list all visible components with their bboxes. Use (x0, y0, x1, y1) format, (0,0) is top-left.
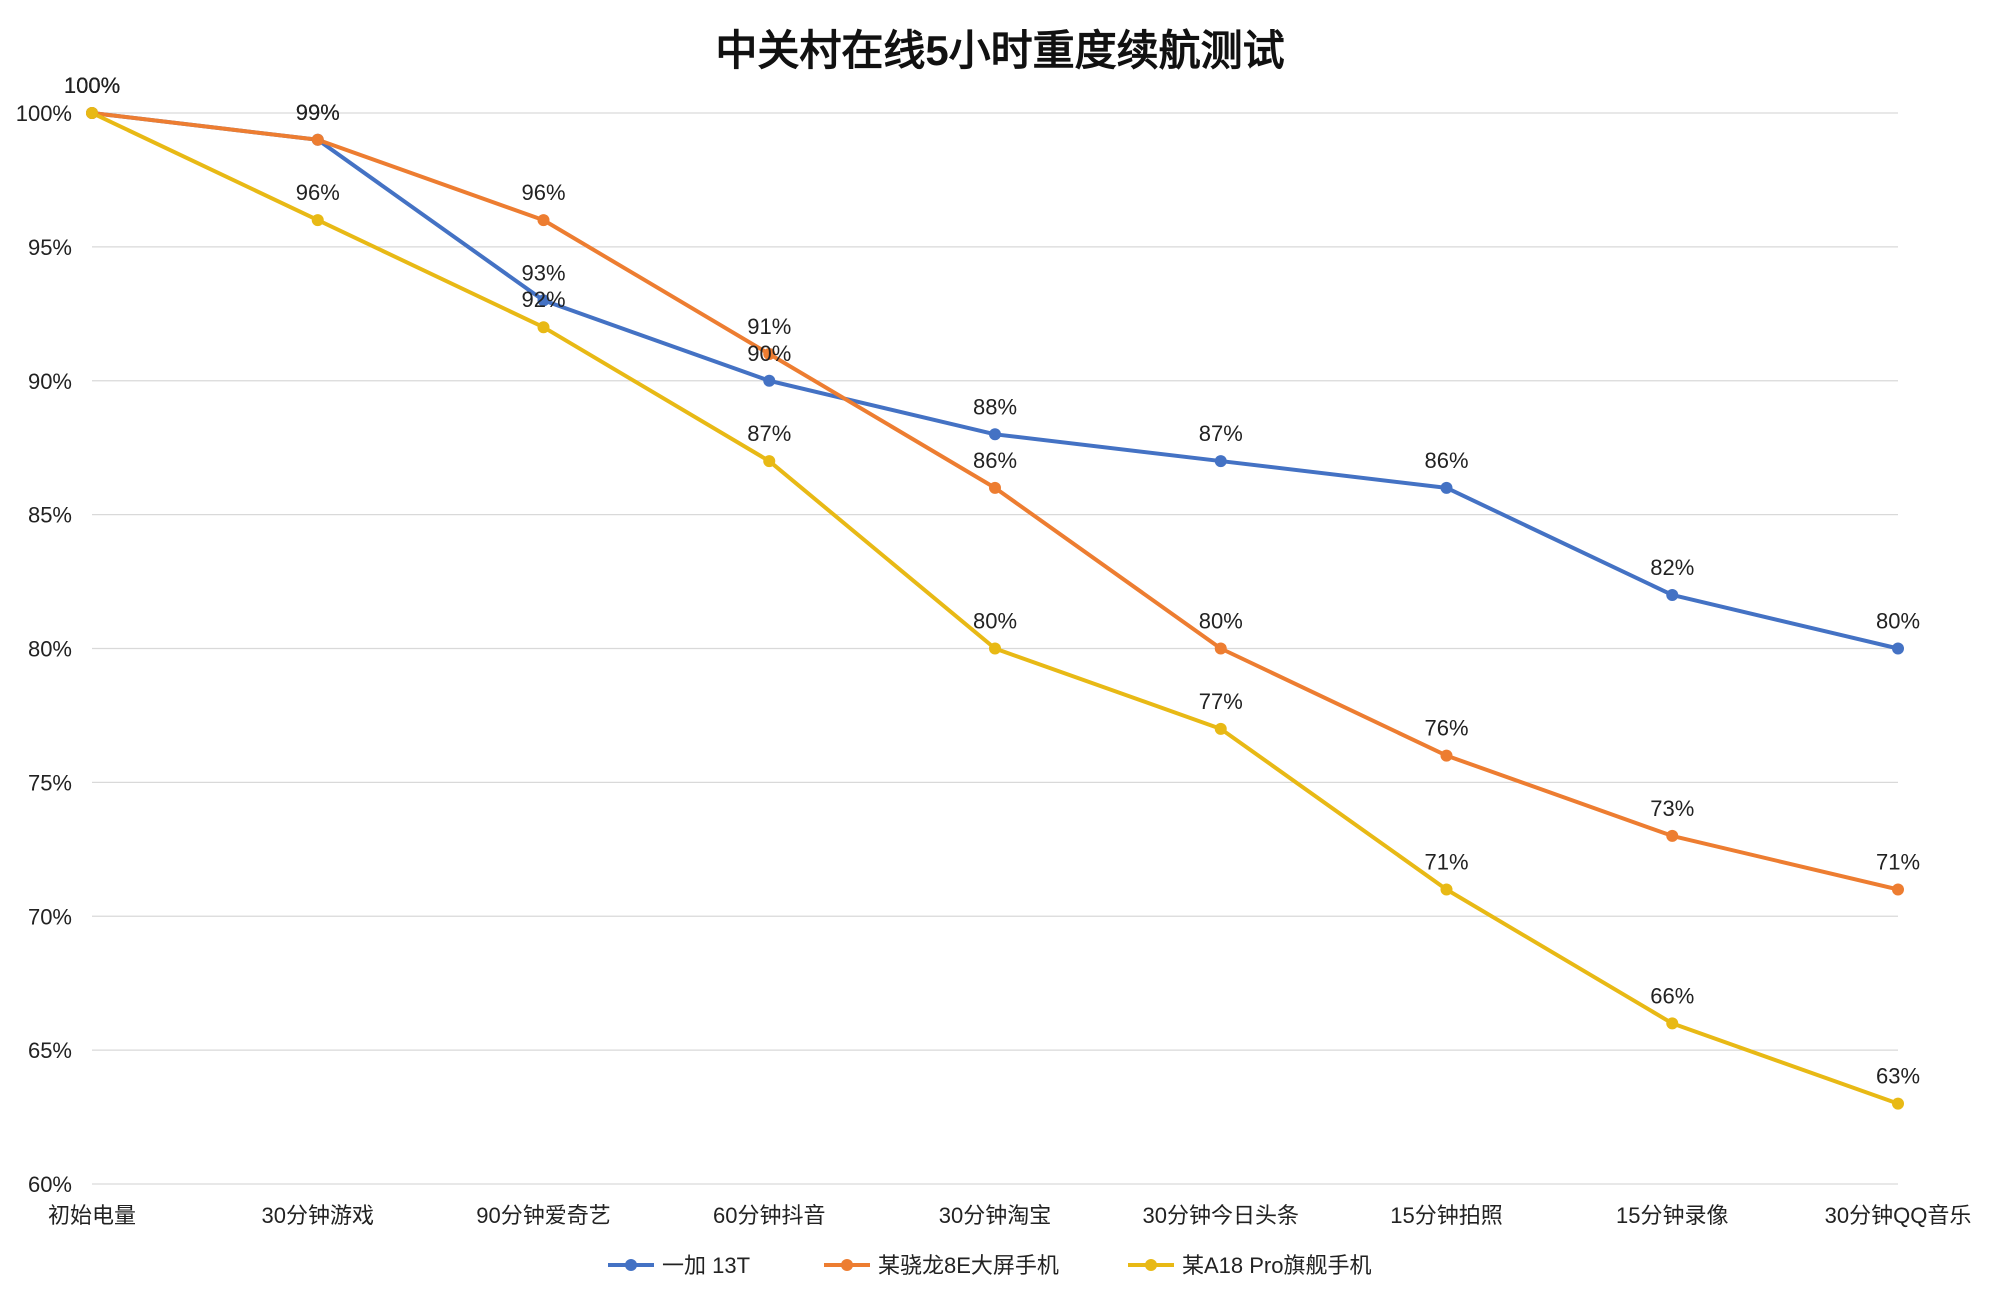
data-point (989, 481, 1001, 494)
data-point (1892, 642, 1904, 655)
data-point (86, 107, 98, 119)
x-tick-label: 30分钟淘宝 (939, 1203, 1051, 1228)
series-lines (86, 107, 1904, 1110)
legend-swatch-marker (625, 1259, 637, 1271)
data-label: 100% (64, 73, 120, 98)
x-tick-label: 30分钟QQ音乐 (1825, 1203, 1972, 1228)
data-label: 87% (747, 421, 791, 446)
legend-label: 某骁龙8E大屏手机 (878, 1253, 1059, 1278)
data-label: 80% (1876, 609, 1920, 634)
data-point (537, 321, 550, 334)
data-label: 93% (521, 260, 565, 285)
y-axis-ticks: 60% 65% 70% 75% 80% 85% 90% 95% 100% (16, 101, 72, 1197)
data-point (537, 214, 550, 227)
data-point (763, 374, 776, 387)
legend-label: 某A18 Pro旗舰手机 (1182, 1253, 1372, 1278)
x-tick-label: 30分钟今日头条 (1143, 1203, 1299, 1228)
data-point (1440, 883, 1453, 896)
data-label: 100% (64, 73, 120, 98)
data-label: 99% (296, 100, 340, 125)
x-tick-label: 90分钟爱奇艺 (476, 1203, 610, 1228)
x-tick-label: 60分钟抖音 (713, 1203, 825, 1228)
data-labels: 100%99%93%90%88%87%86%82%80%100%99%96%91… (64, 73, 1920, 1089)
data-point (1440, 481, 1453, 494)
data-label: 86% (973, 448, 1017, 473)
data-point (989, 642, 1001, 655)
data-label: 77% (1199, 689, 1243, 714)
data-point (1214, 642, 1227, 655)
data-label: 76% (1424, 716, 1468, 741)
legend-swatch-marker (1145, 1259, 1157, 1271)
data-point (1666, 588, 1679, 601)
data-label: 92% (521, 287, 565, 312)
data-point (763, 347, 776, 360)
data-label: 63% (1876, 1064, 1920, 1089)
y-tick-label: 90% (28, 369, 72, 394)
y-tick-label: 80% (28, 637, 72, 662)
data-label: 88% (973, 394, 1017, 419)
y-tick-label: 75% (28, 770, 72, 795)
data-label: 87% (1199, 421, 1243, 446)
legend: 一加 13T 某骁龙8E大屏手机 某A18 Pro旗舰手机 (608, 1253, 1372, 1278)
data-point (311, 214, 324, 227)
y-tick-label: 70% (28, 904, 72, 929)
data-point (1666, 1017, 1679, 1030)
legend-item: 某A18 Pro旗舰手机 (1128, 1253, 1372, 1278)
legend-item: 某骁龙8E大屏手机 (824, 1253, 1059, 1278)
x-tick-label: 30分钟游戏 (262, 1203, 374, 1228)
x-tick-label: 15分钟录像 (1616, 1203, 1728, 1228)
data-point (1214, 722, 1227, 735)
data-point (311, 133, 324, 146)
data-point (989, 428, 1001, 441)
data-label: 91% (747, 314, 791, 339)
data-point (1214, 455, 1227, 468)
data-label: 73% (1650, 796, 1694, 821)
data-point (537, 294, 550, 307)
data-point (1892, 883, 1904, 896)
x-axis-ticks: 初始电量 30分钟游戏 90分钟爱奇艺 60分钟抖音 30分钟淘宝 30分钟今日头条 15分… (48, 1203, 1971, 1228)
x-tick-label: 15分钟拍照 (1390, 1203, 1502, 1228)
data-label: 99% (296, 100, 340, 125)
data-label: 80% (1199, 609, 1243, 634)
data-point (1892, 1097, 1904, 1110)
y-tick-label: 100% (16, 101, 72, 126)
data-label: 71% (1424, 849, 1468, 874)
data-point (1666, 829, 1679, 842)
data-point (1440, 749, 1453, 762)
y-tick-label: 65% (28, 1038, 72, 1063)
y-tick-label: 85% (28, 503, 72, 528)
y-tick-label: 60% (28, 1172, 72, 1197)
series-line (90, 111, 1900, 892)
data-label: 66% (1650, 983, 1694, 1008)
data-label: 80% (973, 609, 1017, 634)
x-tick-label: 初始电量 (48, 1203, 136, 1228)
data-label: 86% (1424, 448, 1468, 473)
legend-label: 一加 13T (662, 1253, 750, 1278)
data-label: 96% (521, 180, 565, 205)
y-tick-label: 95% (28, 235, 72, 260)
data-point (763, 455, 776, 468)
data-label: 100% (64, 73, 120, 98)
chart-title: 中关村在线5小时重度续航测试 (715, 27, 1284, 74)
data-label: 71% (1876, 849, 1920, 874)
data-label: 82% (1650, 555, 1694, 580)
data-label: 96% (296, 180, 340, 205)
legend-swatch-marker (841, 1259, 853, 1271)
legend-item: 一加 13T (608, 1253, 750, 1278)
data-label: 90% (747, 341, 791, 366)
